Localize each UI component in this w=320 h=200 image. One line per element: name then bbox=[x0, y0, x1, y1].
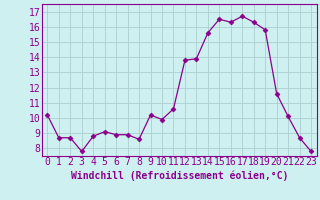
X-axis label: Windchill (Refroidissement éolien,°C): Windchill (Refroidissement éolien,°C) bbox=[70, 170, 288, 181]
